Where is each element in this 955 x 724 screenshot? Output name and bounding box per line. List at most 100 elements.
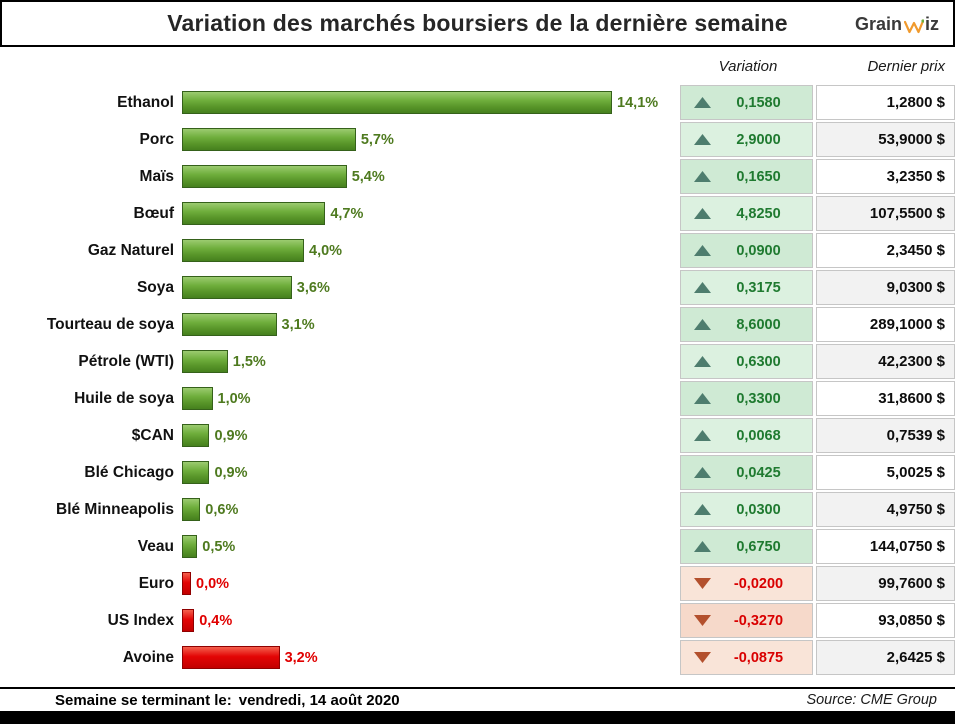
down-triangle-icon — [694, 615, 711, 626]
bar-value-label: 0,5% — [202, 538, 236, 555]
variation-cell: 4,8250 — [680, 196, 813, 231]
row-label: Huile de soya — [74, 389, 174, 407]
row-label: Blé Minneapolis — [56, 500, 174, 518]
variation-value: 0,3300 — [736, 390, 781, 407]
table-row: Avoine 3,2% -0,0875 2,6425 $ — [0, 639, 955, 676]
row-label: Ethanol — [117, 93, 174, 111]
price-cell: 0,7539 $ — [816, 418, 955, 453]
bar-area: 0,9% — [182, 461, 680, 484]
bar-area: 3,6% — [182, 276, 680, 299]
price-cell: 289,1000 $ — [816, 307, 955, 342]
table-row: Blé Chicago 0,9% 0,0425 5,0025 $ — [0, 454, 955, 491]
variation-value: 0,0068 — [736, 427, 781, 444]
row-label: Bœuf — [133, 204, 174, 222]
variation-value: -0,0200 — [733, 575, 784, 592]
variation-cell: 0,3175 — [680, 270, 813, 305]
price-value: 2,6425 $ — [886, 649, 945, 666]
variation-value: 0,0300 — [736, 501, 781, 518]
variation-value: -0,3270 — [733, 612, 784, 629]
bar — [182, 646, 280, 669]
bar-area: 14,1% — [182, 91, 680, 114]
column-header-variation: Variation — [718, 58, 778, 75]
row-label: Pétrole (WTI) — [78, 352, 174, 370]
table-row: Bœuf 4,7% 4,8250 107,5500 $ — [0, 195, 955, 232]
price-cell: 31,8600 $ — [816, 381, 955, 416]
bar — [182, 535, 198, 558]
up-triangle-icon — [694, 393, 711, 404]
footer: Semaine se terminant le: vendredi, 14 aoû… — [0, 687, 955, 711]
table-row: US Index 0,4% -0,3270 93,0850 $ — [0, 602, 955, 639]
up-triangle-icon — [694, 430, 711, 441]
variation-cell: 0,3300 — [680, 381, 813, 416]
chart-rows: Ethanol 14,1% 0,1580 1,2800 $ Porc 5,7% … — [0, 84, 955, 676]
price-cell: 9,0300 $ — [816, 270, 955, 305]
bar-value-label: 1,0% — [217, 390, 251, 407]
price-cell: 1,2800 $ — [816, 85, 955, 120]
price-cell: 3,2350 $ — [816, 159, 955, 194]
row-label: Avoine — [122, 648, 174, 666]
price-value: 5,0025 $ — [886, 464, 945, 481]
price-cell: 99,7600 $ — [816, 566, 955, 601]
bar-area: 1,0% — [182, 387, 680, 410]
page-title: Variation des marchés boursiers de la de… — [167, 10, 788, 36]
price-value: 0,7539 $ — [886, 427, 945, 444]
variation-cell: 0,1580 — [680, 85, 813, 120]
bar — [182, 165, 347, 188]
bar-area: 4,7% — [182, 202, 680, 225]
price-value: 93,0850 $ — [878, 612, 945, 629]
grainwiz-zigzag-icon — [903, 19, 924, 34]
bar-area: 5,4% — [182, 165, 680, 188]
up-triangle-icon — [694, 467, 711, 478]
price-value: 9,0300 $ — [886, 279, 945, 296]
bar-area: 3,1% — [182, 313, 680, 336]
bar-value-label: 5,4% — [351, 168, 385, 185]
bar — [182, 609, 195, 632]
price-value: 31,8600 $ — [878, 390, 945, 407]
bar — [182, 239, 304, 262]
bar-value-label: 3,2% — [284, 649, 318, 666]
logo-text-iz: iz — [924, 14, 939, 34]
variation-value: -0,0875 — [733, 649, 784, 666]
variation-cell: 2,9000 — [680, 122, 813, 157]
variation-value: 8,6000 — [736, 316, 781, 333]
bar-area: 0,0% — [182, 572, 680, 595]
bar — [182, 128, 356, 151]
bar-value-label: 0,0% — [196, 575, 230, 592]
row-label: Maïs — [139, 167, 174, 185]
price-value: 99,7600 $ — [878, 575, 945, 592]
price-cell: 4,9750 $ — [816, 492, 955, 527]
bar-value-label: 0,9% — [214, 427, 248, 444]
price-value: 2,3450 $ — [886, 242, 945, 259]
bar-value-label: 3,6% — [296, 279, 330, 296]
bar — [182, 387, 213, 410]
variation-cell: 0,0300 — [680, 492, 813, 527]
variation-value: 0,6300 — [736, 353, 781, 370]
variation-value: 0,3175 — [736, 279, 781, 296]
price-cell: 93,0850 $ — [816, 603, 955, 638]
table-row: Veau 0,5% 0,6750 144,0750 $ — [0, 528, 955, 565]
up-triangle-icon — [694, 504, 711, 515]
price-value: 289,1000 $ — [869, 316, 945, 333]
bar-value-label: 5,7% — [360, 131, 394, 148]
table-row: Porc 5,7% 2,9000 53,9000 $ — [0, 121, 955, 158]
bar-value-label: 0,6% — [205, 501, 239, 518]
variation-cell: 0,0900 — [680, 233, 813, 268]
row-label: Gaz Naturel — [87, 241, 174, 259]
bar — [182, 350, 228, 373]
table-row: $CAN 0,9% 0,0068 0,7539 $ — [0, 417, 955, 454]
bar — [182, 276, 292, 299]
table-row: Soya 3,6% 0,3175 9,0300 $ — [0, 269, 955, 306]
row-label: Blé Chicago — [84, 463, 174, 481]
variation-value: 0,1580 — [736, 94, 781, 111]
table-row: Euro 0,0% -0,0200 99,7600 $ — [0, 565, 955, 602]
price-cell: 2,6425 $ — [816, 640, 955, 675]
table-row: Pétrole (WTI) 1,5% 0,6300 42,2300 $ — [0, 343, 955, 380]
price-cell: 5,0025 $ — [816, 455, 955, 490]
bar — [182, 313, 277, 336]
bar — [182, 498, 201, 521]
up-triangle-icon — [694, 282, 711, 293]
variation-cell: -0,0875 — [680, 640, 813, 675]
table-row: Gaz Naturel 4,0% 0,0900 2,3450 $ — [0, 232, 955, 269]
footer-week-date: vendredi, 14 août 2020 — [238, 691, 400, 709]
variation-cell: 0,6750 — [680, 529, 813, 564]
